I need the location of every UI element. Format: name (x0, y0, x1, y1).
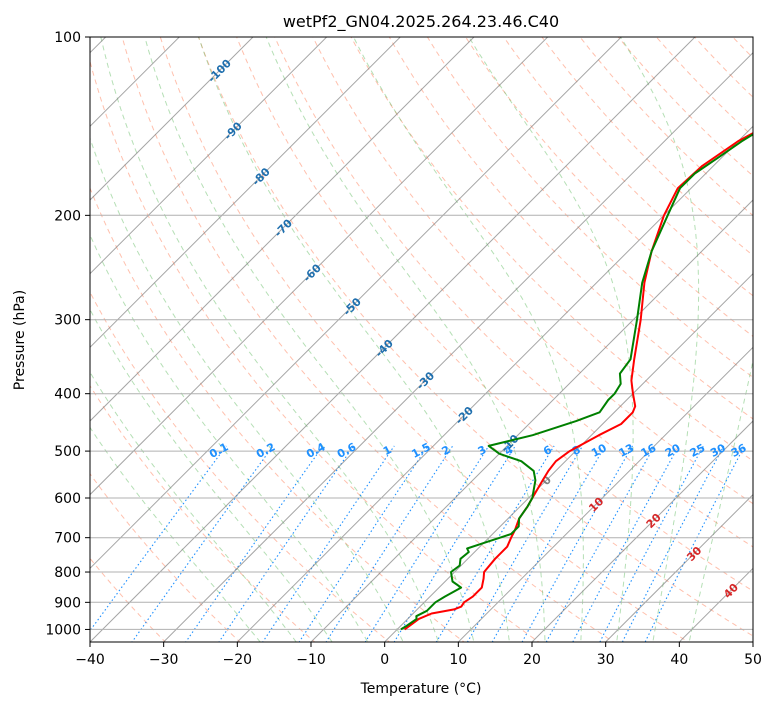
x-tick-label: 10 (449, 652, 467, 668)
mixing-ratio-line (262, 445, 395, 642)
y-tick-label: 900 (54, 595, 81, 611)
sounding-traces (400, 131, 753, 631)
dry-adiabat (503, 37, 753, 297)
y-axis-title: Pressure (hPa) (12, 290, 28, 390)
dry-adiabat (90, 186, 465, 642)
mixing-ratio-label: 20 (663, 441, 683, 460)
mixing-ratio-line (466, 445, 584, 642)
y-tick-label: 600 (54, 491, 81, 507)
mixing-ratio-label: 10 (589, 441, 609, 460)
isotherm-line (236, 125, 753, 642)
x-tick-label: −10 (296, 652, 326, 668)
y-tick-label: 1000 (45, 622, 81, 638)
dry-adiabat (90, 291, 391, 642)
moist-adiabat (468, 37, 634, 642)
y-tick-label: 300 (54, 313, 81, 329)
y-tick-label: 700 (54, 531, 81, 547)
dry-adiabat (236, 37, 753, 592)
moist-adiabat (144, 37, 475, 642)
moist-adiabat (265, 37, 546, 642)
dry-adiabat (121, 37, 615, 642)
isotherm-line (90, 37, 549, 496)
plot-frame (89, 36, 754, 643)
mixing-ratio-line (393, 445, 516, 642)
dry-adiabat (312, 37, 753, 505)
mixing-ratio-label: 25 (688, 441, 708, 460)
x-tick-label: −20 (223, 652, 253, 668)
dry-adiabat (197, 37, 753, 637)
dry-adiabats (90, 37, 753, 642)
isotherm-line (457, 346, 753, 642)
mixing-ratio-label: 16 (639, 441, 659, 460)
mixing-ratio-line (435, 445, 555, 642)
isotherm-line (531, 420, 753, 642)
isotherm-line (604, 493, 753, 642)
dry-adiabat (274, 37, 753, 548)
dry-adiabat (90, 557, 167, 642)
mixing-ratio-line (364, 445, 490, 642)
isotherm-line (90, 37, 696, 642)
moist-adiabat (90, 371, 297, 642)
y-tick-label: 100 (54, 30, 81, 46)
y-tick-label: 400 (54, 387, 81, 403)
x-tick-label: −30 (149, 652, 179, 668)
moist-adiabat (100, 37, 440, 642)
dewpoint-trace (400, 133, 753, 631)
mixing-ratio-line (325, 445, 454, 642)
mixing-ratio-label: 30 (708, 441, 728, 460)
x-tick-label: 0 (380, 652, 389, 668)
mixing-ratio-line (218, 445, 355, 642)
isotherm-line (90, 37, 254, 201)
x-tick-label: 40 (670, 652, 688, 668)
moist-adiabat (353, 37, 584, 642)
isotherm-line (310, 199, 753, 642)
temperature-trace (404, 131, 753, 631)
mixing-ratio-line (599, 445, 704, 642)
axes: −40 −30 −20 −10 0 10 20 30 40 50 1000 900 800 700 600 5… (45, 30, 762, 668)
moist-adiabat (620, 37, 700, 642)
x-tick-label: 20 (523, 652, 541, 668)
isotherm-line (90, 37, 475, 422)
x-axis-title: Temperature (°C) (360, 681, 482, 697)
plot-border (89, 36, 754, 643)
mixing-ratio-line (491, 445, 606, 642)
isotherm-line (383, 272, 753, 642)
y-tick-label: 800 (54, 565, 81, 581)
mixing-ratio-line (572, 445, 680, 642)
moist-adiabat (90, 136, 404, 642)
isotherms (90, 37, 753, 642)
mixing-ratio-label: 36 (729, 441, 749, 460)
mixing-ratio-label: 13 (617, 441, 637, 460)
dry-adiabat (388, 37, 753, 420)
y-tick-label: 500 (54, 444, 81, 460)
isotherm-line (162, 51, 753, 642)
moist-adiabat (90, 426, 261, 642)
chart-title: wetPf2_GN04.2025.264.23.46.C40 (283, 12, 559, 32)
isotherm-line (90, 37, 623, 570)
mixing-ratio-line (545, 445, 656, 642)
isotherm-line (90, 37, 402, 349)
x-tick-label: 50 (744, 652, 762, 668)
y-tick-label: 200 (54, 208, 81, 224)
x-tick-label: 30 (597, 652, 615, 668)
mixing-ratio-line (298, 445, 429, 642)
x-tick-label: −40 (75, 652, 105, 668)
pressure-grid (90, 37, 753, 630)
isotherm-line (90, 37, 328, 275)
dry-adiabat (90, 384, 316, 642)
